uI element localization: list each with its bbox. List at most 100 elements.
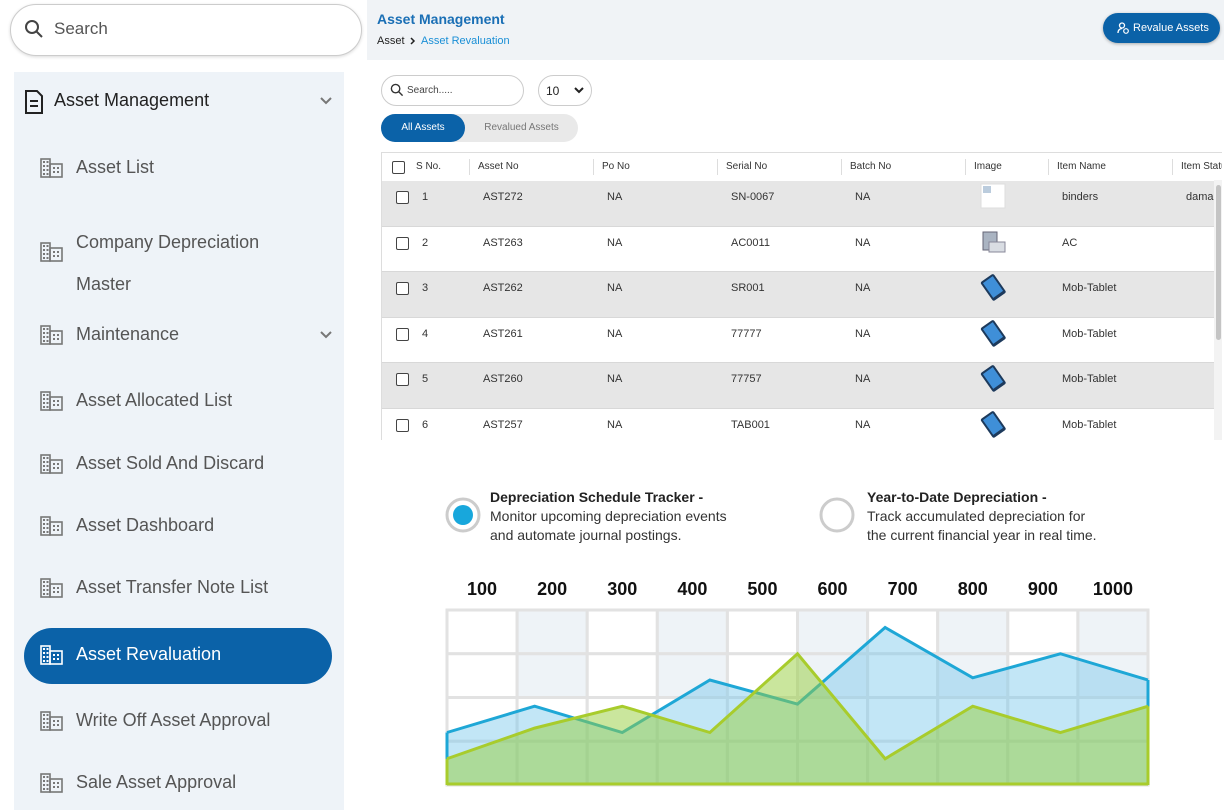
feature-title: Depreciation Schedule Tracker - [490,489,704,505]
breadcrumb[interactable]: Asset [377,35,405,47]
table-cell: 77777 [731,327,762,340]
item-image [980,410,1006,438]
grid-cell [655,739,729,787]
table-row[interactable]: 3 AST262 NA SR001 NA Mob-Tablet [382,272,1222,318]
item-icon [40,516,63,536]
column-header: Batch No [850,161,892,172]
grid-cell [445,652,519,699]
menu-item[interactable]: Maintenance [76,324,180,344]
column-divider [841,159,842,175]
search-placeholder: Search [54,19,108,38]
header-bar [367,0,1224,60]
table-cell: NA [607,373,623,385]
column-divider [469,159,470,175]
grid-cell [655,696,729,743]
table-cell: SR001 [731,282,765,294]
checkbox[interactable] [396,236,409,250]
table-cell: NA [607,327,623,340]
button-icon [1117,22,1129,34]
page-size-select[interactable] [538,75,592,106]
item-icon [40,391,63,411]
tab[interactable]: All Assets [381,114,465,142]
table-cell: NA [855,191,871,203]
checkbox[interactable] [396,327,409,341]
grid-cell [866,696,940,743]
grid-cell [725,696,800,743]
menu-item[interactable]: Asset Revaluation [76,644,222,664]
table-cell: Mob-Tablet [1062,327,1117,340]
page-size: 10 [546,84,560,98]
table-row[interactable]: 2 AST263 NA AC0011 NA AC [382,226,1222,272]
menu-item[interactable]: Asset List [76,157,155,177]
table-cell: AST261 [483,327,523,340]
grid-cell [585,608,659,656]
item-image [980,319,1006,347]
chevron [320,331,332,339]
table-cell: 1 [422,191,429,203]
area [447,627,1148,785]
grid-cell [866,739,940,787]
table-cell: AST262 [483,282,523,294]
table-cell: 4 [422,327,429,340]
menu-item[interactable]: Company Depreciation Master [76,232,260,294]
table-cell: Mob-Tablet [1062,282,1117,294]
checkbox[interactable] [396,282,409,295]
table-cell: AST272 [483,191,523,203]
item-icon [40,578,63,598]
x-label: 300 [607,579,637,599]
grid-cell [445,739,519,787]
menu-item[interactable]: Sale Asset Approval [76,772,237,792]
table-cell: 77757 [731,373,762,385]
grid-cell [796,608,870,656]
checkbox[interactable] [396,418,409,432]
tab[interactable]: Revalued Assets [484,122,559,133]
menu-title[interactable]: Asset Management [54,90,210,110]
feature-title: Year-to-Date Depreciation - [867,489,1047,505]
column-header: Item Name [1057,161,1106,172]
grid-cell [796,739,870,787]
search-icon [390,83,404,97]
menu-item[interactable]: Write Off Asset Approval [76,710,271,730]
item-icon [40,242,63,262]
grid-cell [936,652,1010,699]
menu-item[interactable]: Asset Dashboard [76,515,215,535]
checkbox[interactable] [396,373,409,386]
column-header: Image [974,161,1002,172]
menu-item[interactable]: Asset Transfer Note List [76,577,269,597]
grid-cell [445,696,519,743]
item-image [980,183,1006,209]
table-cell: AC [1062,236,1078,249]
table-row[interactable]: 5 AST260 NA 77757 NA Mob-Tablet [382,363,1222,409]
radio [819,497,855,533]
grid-cell [515,652,589,699]
table-search[interactable] [381,75,524,106]
table-row[interactable]: 6 AST257 NA TAB001 NA Mob-Tablet [382,408,1222,440]
grid-cell [1076,652,1150,699]
grid-cell [936,696,1010,743]
sidebar-search[interactable] [10,4,362,56]
grid-cell [936,739,1010,787]
series-line [446,651,1149,761]
grid-cell [1006,652,1080,699]
x-label: 400 [677,579,707,599]
table-cell: SN-0067 [731,191,775,203]
x-label: 600 [818,579,848,599]
grid-cell [1076,696,1150,743]
grid-cell [725,739,800,787]
table-row[interactable]: 1 AST272 NA SN-0067 NA binders damaged [382,181,1222,227]
menu-item[interactable]: Asset Allocated List [76,390,233,410]
grid-cell [866,608,940,656]
menu-item[interactable]: Asset Sold And Discard [76,453,265,473]
table-cell: NA [855,327,871,340]
button-label[interactable]: Revalue Assets [1133,22,1209,34]
table-cell: NA [855,418,871,431]
checkbox[interactable] [396,191,409,204]
feature-text: Track accumulated depreciation for [867,508,1086,524]
grid-cell [445,608,519,656]
area [447,653,1148,785]
checkbox[interactable] [392,161,405,174]
table-row[interactable]: 4 AST261 NA 77777 NA Mob-Tablet [382,317,1222,363]
sidebar-panel [14,72,344,810]
item-icon [40,454,63,474]
grid-cell [796,696,870,743]
